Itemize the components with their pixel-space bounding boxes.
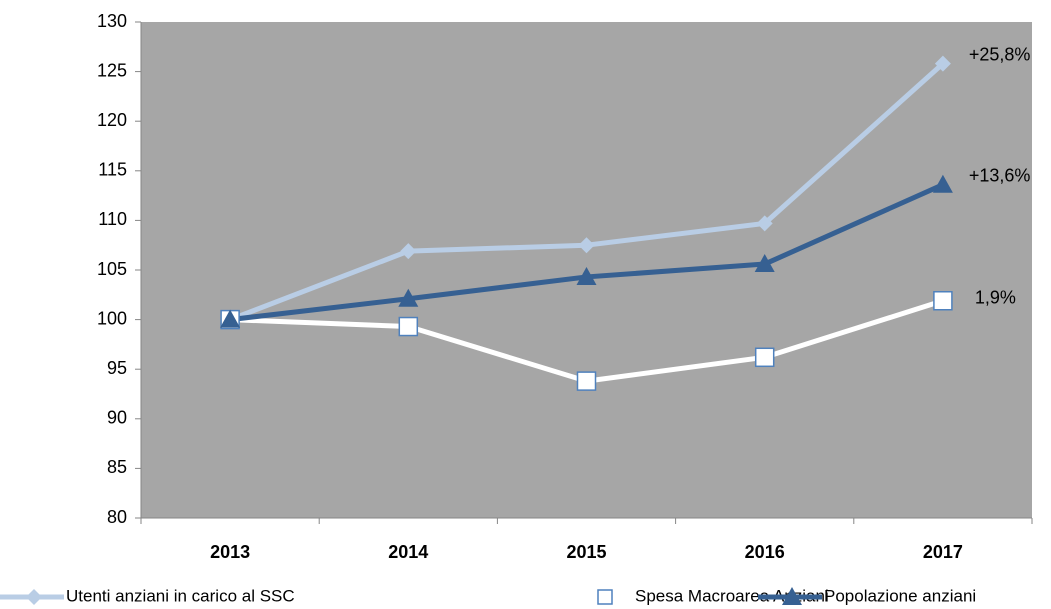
annotation: +13,6% [969, 165, 1031, 185]
y-tick-label: 105 [97, 259, 127, 279]
y-tick-label: 85 [107, 457, 127, 477]
x-tick-label: 2017 [923, 542, 963, 562]
marker [578, 237, 595, 254]
marker [220, 309, 241, 328]
y-tick-label: 120 [97, 110, 127, 130]
y-tick-label: 80 [107, 507, 127, 527]
marker [576, 266, 597, 285]
marker [934, 55, 951, 72]
legend-label: Utenti anziani in carico al SSC [66, 586, 295, 605]
y-tick-label: 125 [97, 60, 127, 80]
marker [933, 291, 953, 311]
marker [754, 254, 775, 273]
legend-marker [26, 589, 42, 605]
marker [754, 347, 775, 368]
y-tick-label: 130 [97, 11, 127, 31]
x-tick-label: 2013 [210, 542, 250, 562]
legend-marker [597, 589, 613, 605]
annotation: 1,9% [975, 288, 1016, 308]
y-tick-label: 110 [98, 209, 127, 229]
x-tick-label: 2016 [745, 542, 785, 562]
marker [400, 243, 417, 260]
y-tick-label: 115 [98, 160, 127, 180]
legend-marker [782, 587, 802, 605]
legend-label: Popolazione anziani [824, 586, 976, 605]
marker [576, 371, 597, 391]
y-tick-label: 90 [107, 408, 127, 428]
annotation: +25,8% [969, 44, 1031, 64]
legend-label: Spesa Macroarea Anziani [635, 586, 829, 605]
marker [398, 288, 419, 307]
x-tick-label: 2015 [566, 542, 606, 562]
x-tick-label: 2014 [388, 542, 428, 562]
marker [756, 215, 773, 232]
y-tick-label: 100 [97, 308, 127, 328]
marker [932, 174, 953, 193]
y-tick-label: 95 [107, 358, 127, 378]
marker [398, 316, 419, 337]
